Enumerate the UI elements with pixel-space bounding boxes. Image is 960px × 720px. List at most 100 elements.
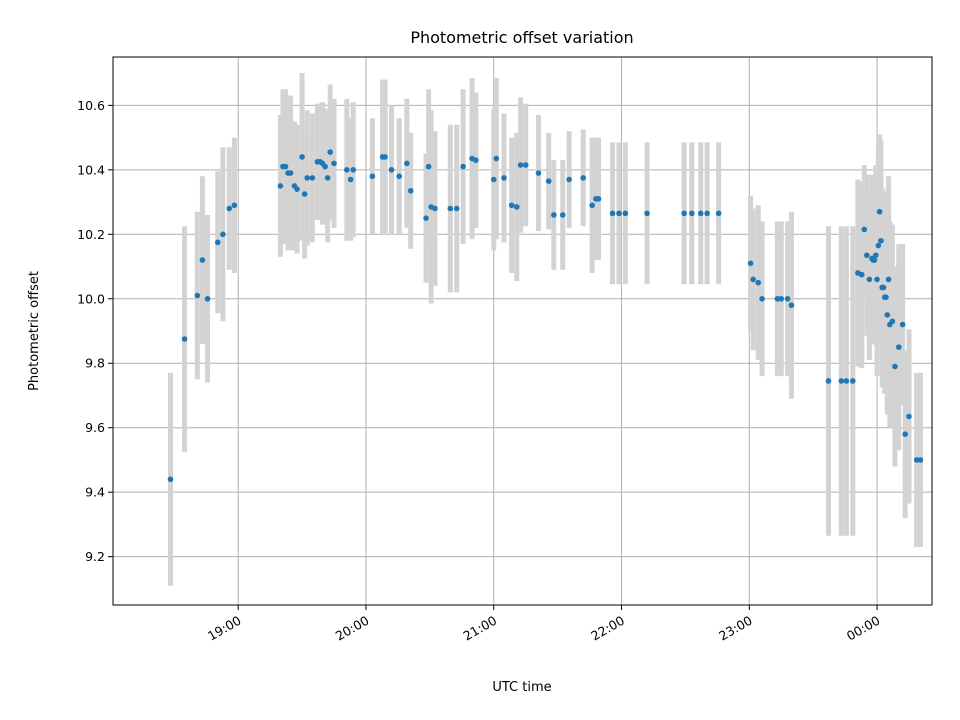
- y-tick-label: 9.4: [85, 485, 105, 500]
- data-point: [322, 163, 328, 170]
- data-point: [838, 378, 845, 384]
- data-point: [473, 157, 479, 163]
- x-axis-label: UTC time: [492, 680, 551, 695]
- data-point: [559, 212, 566, 218]
- data-point: [535, 170, 542, 176]
- data-point: [774, 295, 781, 302]
- data-point: [697, 210, 704, 217]
- data-point: [517, 162, 524, 168]
- data-point: [704, 210, 710, 217]
- data-point: [501, 175, 507, 181]
- x-tick-label: 21:00: [461, 613, 500, 644]
- data-point: [858, 271, 865, 278]
- data-point: [490, 176, 497, 183]
- data-point: [277, 183, 284, 189]
- data-point: [204, 295, 211, 302]
- data-point: [875, 242, 882, 249]
- y-tick-label: 10.0: [77, 291, 105, 306]
- data-point: [883, 294, 889, 300]
- data-point: [913, 457, 920, 463]
- data-point: [369, 173, 376, 180]
- data-point: [889, 318, 896, 325]
- y-tick-label: 10.6: [77, 98, 105, 113]
- data-point: [551, 212, 557, 218]
- data-point: [287, 170, 294, 176]
- data-point: [199, 257, 206, 263]
- y-tick-label: 9.2: [85, 549, 105, 564]
- y-tick-label: 10.4: [77, 162, 105, 177]
- x-axis-ticks: 19:00 20:00 21:00 22:00 23:00 00:00: [205, 605, 883, 644]
- data-point: [388, 167, 395, 173]
- data-point: [566, 176, 572, 183]
- data-point: [324, 175, 331, 181]
- data-point: [589, 202, 595, 209]
- y-axis-ticks: 9.2 9.4 9.6 9.8 10.0 10.2 10.4 10.6: [77, 98, 113, 564]
- data-point: [350, 167, 357, 173]
- data-point: [432, 205, 438, 212]
- data-point: [788, 302, 795, 309]
- data-point: [299, 154, 305, 160]
- data-point: [423, 215, 429, 221]
- data-point: [784, 295, 791, 302]
- data-point: [407, 187, 414, 194]
- data-point: [880, 284, 887, 291]
- data-point: [282, 163, 289, 170]
- data-point: [866, 276, 873, 283]
- data-point: [347, 176, 354, 183]
- y-axis-label: Photometric offset: [27, 271, 42, 391]
- data-point: [899, 321, 906, 328]
- data-point: [874, 276, 880, 283]
- data-point: [194, 292, 201, 299]
- data-point: [902, 431, 908, 437]
- data-point: [453, 205, 460, 212]
- data-point: [545, 178, 552, 184]
- data-point: [513, 204, 520, 210]
- data-point: [759, 295, 765, 302]
- data-point: [609, 210, 616, 217]
- data-point: [181, 336, 188, 342]
- data-point: [750, 276, 756, 283]
- x-tick-label: 22:00: [588, 613, 627, 644]
- data-point: [344, 167, 350, 173]
- data-point: [892, 363, 898, 370]
- data-point: [595, 196, 602, 202]
- data-point: [396, 173, 403, 180]
- plot-frame: [112, 56, 933, 606]
- data-points: [167, 149, 924, 483]
- data-point: [878, 237, 884, 244]
- x-tick-label: 00:00: [844, 613, 883, 644]
- data-point: [917, 457, 924, 463]
- data-point: [755, 279, 762, 286]
- data-point: [226, 205, 233, 212]
- data-point: [382, 154, 388, 160]
- data-point: [220, 231, 226, 238]
- data-point: [688, 210, 695, 217]
- data-point: [715, 210, 722, 217]
- data-point: [331, 160, 337, 167]
- data-point: [681, 210, 687, 217]
- x-tick-label: 20:00: [333, 613, 372, 644]
- data-point: [849, 378, 856, 384]
- data-point: [747, 260, 754, 267]
- data-point: [884, 312, 891, 318]
- data-point: [404, 160, 410, 167]
- data-point: [885, 276, 892, 283]
- data-point: [622, 210, 629, 217]
- data-point: [508, 202, 515, 209]
- data-point: [294, 186, 300, 192]
- data-point: [425, 163, 432, 170]
- data-point: [843, 378, 850, 384]
- data-point: [871, 257, 878, 263]
- data-point: [895, 344, 902, 350]
- x-tick-label: 19:00: [205, 613, 244, 644]
- data-point: [864, 252, 870, 259]
- data-point: [580, 175, 586, 181]
- x-tick-label: 23:00: [716, 613, 755, 644]
- data-point: [522, 162, 529, 168]
- y-tick-label: 9.8: [85, 356, 105, 371]
- data-point: [304, 175, 311, 181]
- data-point: [644, 210, 650, 217]
- data-point: [167, 476, 174, 483]
- data-point: [778, 295, 785, 302]
